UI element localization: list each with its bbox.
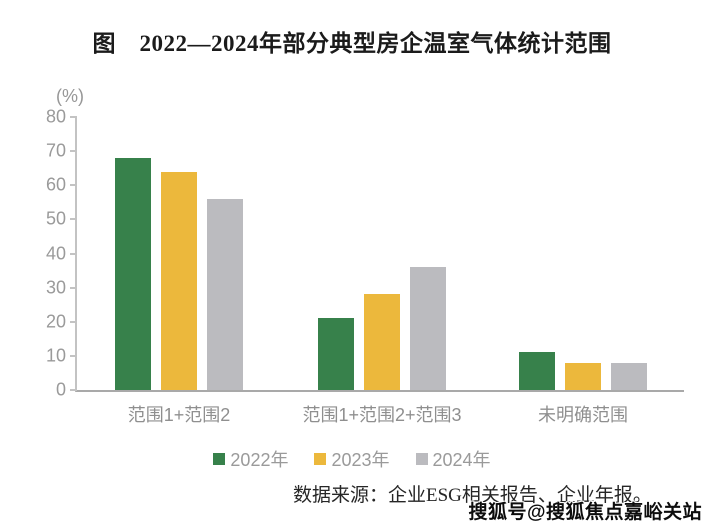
y-tick-mark-40 (70, 252, 77, 255)
y-tick-mark-20 (70, 320, 77, 323)
legend-item-2022年: 2022年 (213, 446, 288, 472)
y-tick-mark-0 (70, 389, 77, 391)
y-tick-label-70: 70 (45, 140, 66, 161)
x-category-label-0: 范围1+范围2 (127, 405, 231, 425)
bar-2022年-范围1+范围2+范围3 (318, 318, 354, 390)
bar-2023年-范围1+范围2+范围3 (364, 294, 400, 390)
bar-2022年-未明确范围 (519, 352, 555, 390)
y-tick-mark-60 (70, 184, 77, 187)
y-tick-label-50: 50 (45, 208, 66, 229)
y-axis-unit-label: (%) (56, 86, 84, 106)
legend-label: 2022年 (230, 450, 289, 470)
legend-item-2023年: 2023年 (314, 446, 390, 472)
y-tick-label-80: 80 (45, 106, 66, 127)
x-category-label-1: 范围1+范围2+范围3 (302, 405, 462, 425)
legend-item-2024年: 2024年 (415, 446, 491, 472)
y-tick-mark-30 (70, 286, 77, 289)
legend-label: 2024年 (432, 450, 491, 470)
legend-swatch-icon (314, 453, 327, 465)
bar-2022年-范围1+范围2 (115, 158, 151, 390)
chart-title: 图 2022—2024年部分典型房企温室气体统计范围 (92, 31, 612, 56)
bar-2024年-范围1+范围2 (207, 199, 243, 390)
y-tick-mark-50 (70, 218, 77, 221)
y-tick-label-40: 40 (45, 243, 66, 263)
legend: 2022年 2023年 2024年 (0, 446, 704, 472)
y-tick-label-20: 20 (45, 311, 66, 332)
watermark: 搜狐号@搜狐焦点嘉峪关站 (468, 502, 702, 523)
legend-swatch-icon (415, 453, 428, 465)
y-tick-mark-70 (70, 150, 77, 153)
bar-2024年-未明确范围 (611, 363, 647, 390)
data-source-note: 数据来源：企业ESG相关报告、企业年报。 (293, 485, 652, 506)
y-tick-label-0: 0 (55, 379, 66, 400)
bar-2023年-范围1+范围2 (161, 172, 197, 390)
y-tick-mark-80 (70, 116, 77, 118)
legend-label: 2023年 (331, 450, 390, 470)
y-tick-mark-10 (70, 354, 77, 357)
x-category-label-2: 未明确范围 (538, 405, 628, 425)
legend-swatch-icon (213, 453, 226, 465)
bar-2023年-未明确范围 (565, 363, 601, 390)
y-tick-label-60: 60 (45, 174, 66, 195)
plot-area: 0 10 20 30 40 50 60 70 80 范围1+范围2 范围1+范围2+范围3 未明确范围 (46, 107, 684, 425)
bar-2024年-范围1+范围2+范围3 (410, 267, 446, 390)
y-tick-label-30: 30 (45, 277, 66, 298)
y-tick-label-10: 10 (45, 345, 66, 366)
